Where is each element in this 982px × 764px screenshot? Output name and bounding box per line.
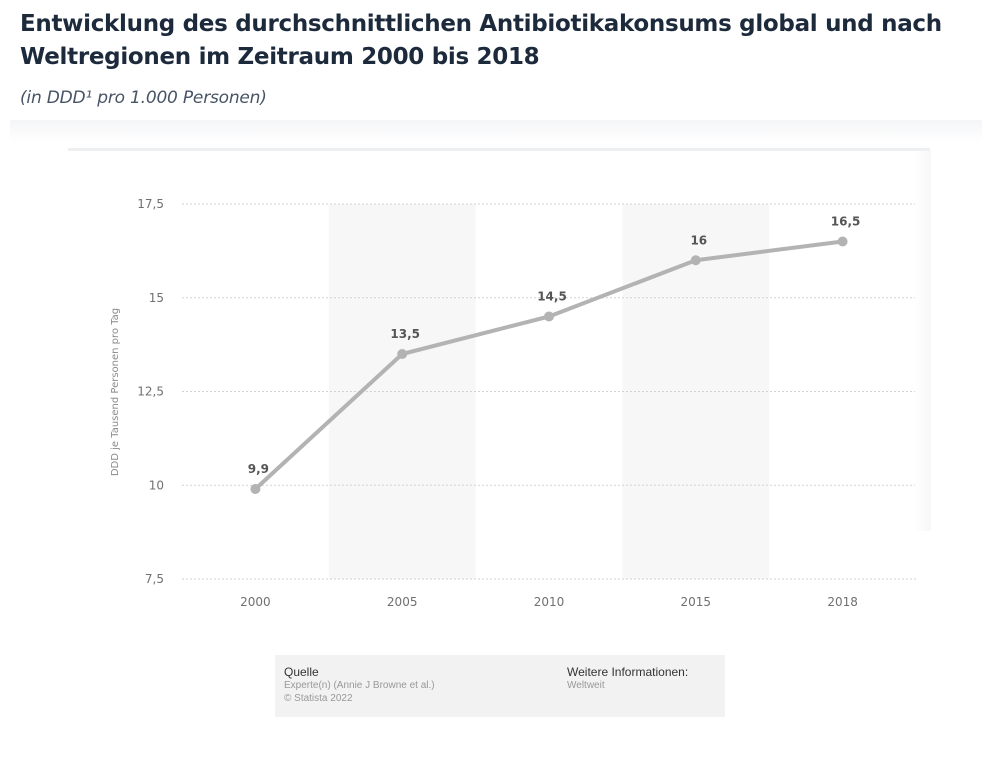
y-axis-title: DDD je Tausend Personen pro Tag <box>110 308 121 476</box>
y-tick-label: 10 <box>149 478 164 492</box>
copyright-line: © Statista 2022 <box>284 693 353 704</box>
chart-subtitle: (in DDD¹ pro 1.000 Personen) <box>20 88 267 108</box>
data-label: 16,5 <box>831 215 861 229</box>
header-shadow <box>10 120 982 142</box>
x-tick-label: 2005 <box>387 595 418 609</box>
data-point[interactable] <box>837 236 848 247</box>
y-tick-label: 12,5 <box>137 385 164 399</box>
source-heading: Quelle <box>284 665 319 679</box>
data-point[interactable] <box>397 349 408 359</box>
right-edge-fade <box>915 151 931 531</box>
data-label: 14,5 <box>537 290 567 304</box>
data-point[interactable] <box>690 255 701 266</box>
y-tick-label: 15 <box>149 291 164 305</box>
data-point[interactable] <box>250 484 261 494</box>
more-info-column: Weitere Informationen: Weltweit <box>567 665 688 692</box>
x-tick-label: 2015 <box>681 595 712 609</box>
data-point[interactable] <box>544 311 554 322</box>
gridlines <box>182 203 916 580</box>
chart-frame-top <box>68 148 930 151</box>
data-label: 13,5 <box>390 327 420 341</box>
x-axis-ticks: 2000 2005 2010 2015 2018 <box>240 595 858 609</box>
series-line <box>250 236 848 494</box>
source-line: Experte(n) (Annie J Browne et al.) <box>284 680 435 691</box>
more-info-heading[interactable]: Weitere Informationen: <box>567 665 689 679</box>
x-tick-label: 2010 <box>534 595 565 609</box>
x-tick-label: 2000 <box>240 595 271 609</box>
y-tick-label: 17,5 <box>137 197 164 211</box>
data-label: 9,9 <box>248 462 269 476</box>
more-info-region: Weltweit <box>567 680 605 691</box>
data-label: 16 <box>690 233 707 247</box>
y-axis-ticks: 7,5 10 12,5 15 17,5 <box>137 197 164 586</box>
x-tick-label: 2018 <box>827 595 858 609</box>
data-labels: 9,9 13,5 14,5 16 16,5 <box>248 215 861 477</box>
source-box: Quelle Experte(n) (Annie J Browne et al.… <box>275 655 725 717</box>
y-tick-label: 7,5 <box>145 572 164 586</box>
source-column: Quelle Experte(n) (Annie J Browne et al.… <box>284 665 435 705</box>
chart-title: Entwicklung des durchschnittlichen Antib… <box>20 11 942 70</box>
